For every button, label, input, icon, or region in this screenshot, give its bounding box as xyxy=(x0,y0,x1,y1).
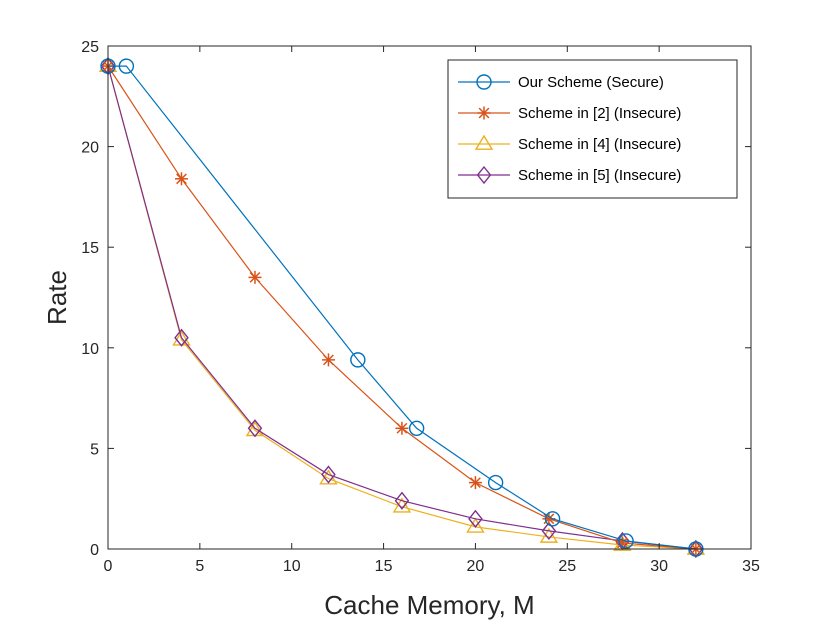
data-point xyxy=(350,352,366,368)
x-tick-label: 5 xyxy=(195,558,204,575)
data-point xyxy=(466,517,485,533)
legend-label: Scheme in [2] (Insecure) xyxy=(518,105,681,122)
legend-label: Scheme in [5] (Insecure) xyxy=(518,167,681,184)
legend-label: Scheme in [4] (Insecure) xyxy=(518,136,681,153)
series-0 xyxy=(100,58,704,557)
data-point xyxy=(541,521,557,541)
legend-marker-stroke xyxy=(478,107,490,119)
axes: 0 5 10 15 20 25 30 35 0 5 10 15 20 25 xyxy=(81,39,760,575)
legend-item: Scheme in [2] (Insecure) xyxy=(458,105,681,122)
y-tick-label: 5 xyxy=(90,441,99,458)
x-tick-label: 0 xyxy=(104,558,113,575)
x-tick-label: 15 xyxy=(375,558,393,575)
legend-marker xyxy=(476,74,492,90)
series-line xyxy=(107,65,696,550)
data-point-stroke xyxy=(176,173,187,185)
legend: Our Scheme (Secure) Scheme in [2] (Insecu… xyxy=(447,59,738,199)
data-point xyxy=(539,527,559,543)
legend-marker xyxy=(476,165,492,185)
data-point xyxy=(248,270,262,284)
y-tick-label: 0 xyxy=(90,542,99,559)
data-point-stroke xyxy=(470,477,481,489)
y-axis-label: Rate xyxy=(42,270,72,325)
series-line xyxy=(107,65,696,550)
data-point xyxy=(118,58,135,74)
data-point xyxy=(394,491,410,510)
legend-label: Our Scheme (Secure) xyxy=(518,74,664,91)
plot-area xyxy=(98,56,706,559)
x-tick-label: 30 xyxy=(650,558,668,575)
series-line xyxy=(108,65,696,550)
data-point-stroke xyxy=(249,271,261,283)
x-tick-label: 25 xyxy=(558,558,576,575)
y-tick-label: 20 xyxy=(81,140,99,157)
data-point xyxy=(321,353,335,367)
y-tick-label: 15 xyxy=(81,240,99,257)
data-point xyxy=(395,421,409,435)
legend-marker xyxy=(474,134,494,150)
axes-box xyxy=(107,45,752,550)
data-point xyxy=(174,172,188,186)
y-tick-label: 25 xyxy=(81,39,99,56)
data-point xyxy=(392,497,412,513)
data-point xyxy=(174,328,189,347)
data-point xyxy=(321,465,336,484)
legend-item: Our Scheme (Secure) xyxy=(458,74,664,91)
data-point xyxy=(544,511,561,527)
y-tick-label: 10 xyxy=(81,341,99,358)
legend-item: Scheme in [4] (Insecure) xyxy=(458,134,681,153)
x-tick-label: 35 xyxy=(742,558,760,575)
data-point-stroke xyxy=(396,422,408,434)
data-point-stroke xyxy=(323,354,334,366)
data-point xyxy=(408,420,425,436)
data-point xyxy=(487,474,504,491)
x-tick-label: 10 xyxy=(283,558,301,575)
x-tick-label: 20 xyxy=(467,558,485,575)
data-point xyxy=(468,509,483,528)
data-point xyxy=(247,419,263,438)
legend-item: Scheme in [5] (Insecure) xyxy=(458,165,681,185)
data-point xyxy=(618,533,634,549)
x-axis-label: Cache Memory, M xyxy=(324,590,534,620)
data-point xyxy=(468,476,482,490)
data-point xyxy=(688,539,704,559)
data-point-stroke xyxy=(616,537,628,549)
legend-marker xyxy=(477,106,491,120)
